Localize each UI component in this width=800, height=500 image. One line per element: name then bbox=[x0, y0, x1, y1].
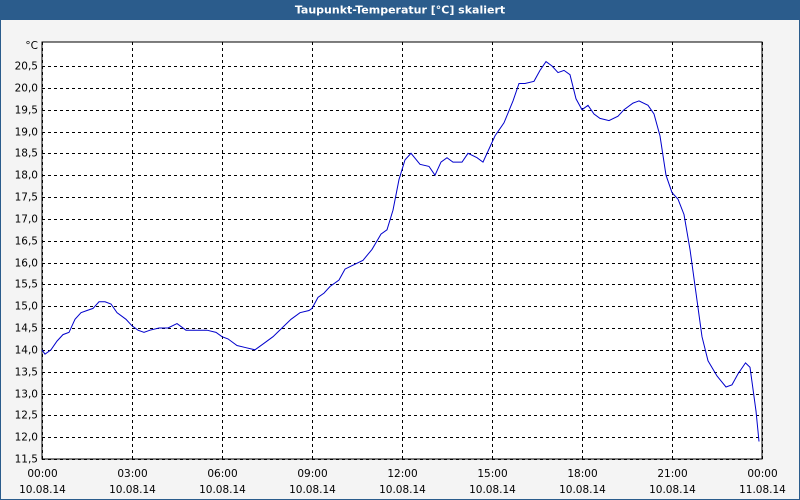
x-tick-date: 10.08.14 bbox=[289, 484, 336, 496]
x-tick-label: 03:00 bbox=[117, 468, 147, 480]
chart-title: Taupunkt-Temperatur [°C] skaliert bbox=[295, 4, 505, 17]
x-tick-date: 10.08.14 bbox=[649, 484, 696, 496]
y-tick-label: 18,5 bbox=[15, 148, 38, 160]
y-unit: °C bbox=[25, 40, 38, 52]
y-tick-label: 17,0 bbox=[15, 214, 38, 226]
y-tick-label: 19,0 bbox=[15, 127, 38, 139]
y-tick-label: 19,5 bbox=[15, 105, 38, 117]
y-tick-label: 14,5 bbox=[15, 323, 38, 335]
y-tick-label: 13,0 bbox=[15, 389, 38, 401]
x-tick-date: 10.08.14 bbox=[559, 484, 606, 496]
y-tick-label: 16,0 bbox=[15, 258, 38, 270]
x-tick-date: 10.08.14 bbox=[469, 484, 516, 496]
data-line bbox=[41, 60, 760, 442]
y-tick-label: 12,5 bbox=[15, 410, 38, 422]
x-tick-date: 10.08.14 bbox=[19, 484, 66, 496]
x-tick-date: 10.08.14 bbox=[109, 484, 156, 496]
x-tick-label: 00:00 bbox=[27, 468, 57, 480]
y-tick-label: 20,0 bbox=[15, 83, 38, 95]
y-tick-label: 14,0 bbox=[15, 345, 38, 357]
plot-area bbox=[41, 41, 763, 460]
y-tick-label: 15,0 bbox=[15, 301, 38, 313]
y-tick-label: 18,0 bbox=[15, 170, 38, 182]
x-tick-label: 12:00 bbox=[387, 468, 417, 480]
x-tick-date: 11.08.14 bbox=[739, 484, 786, 496]
x-tick-label: 00:00 bbox=[747, 468, 777, 480]
y-tick-label: 20,5 bbox=[15, 61, 38, 73]
y-tick-label: 16,5 bbox=[15, 236, 38, 248]
title-bar bbox=[0, 0, 800, 20]
x-tick-label: 06:00 bbox=[207, 468, 237, 480]
y-tick-label: 13,5 bbox=[15, 367, 38, 379]
y-tick-label: 11,5 bbox=[15, 454, 38, 466]
x-tick-label: 15:00 bbox=[477, 468, 507, 480]
y-tick-label: 12,0 bbox=[15, 432, 38, 444]
x-tick-label: 09:00 bbox=[297, 468, 327, 480]
y-tick-label: 17,5 bbox=[15, 192, 38, 204]
x-tick-label: 21:00 bbox=[657, 468, 687, 480]
x-tick-date: 10.08.14 bbox=[199, 484, 246, 496]
x-tick-label: 18:00 bbox=[567, 468, 597, 480]
y-tick-label: 15,5 bbox=[15, 279, 38, 291]
x-tick-date: 10.08.14 bbox=[379, 484, 426, 496]
